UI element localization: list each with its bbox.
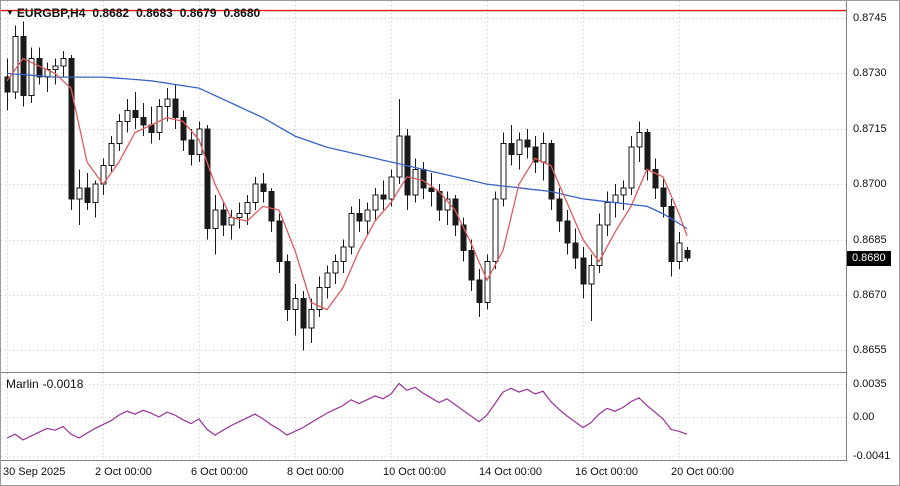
price-tick-label: 0.8700 <box>853 178 887 191</box>
chart-quote-header: ▼ EURGBP,H4 0.8682 0.8683 0.8679 0.8680 <box>6 6 260 20</box>
quote-low: 0.8679 <box>179 6 217 20</box>
indicator-tick-label: 0.00 <box>853 410 875 423</box>
quote-high: 0.8683 <box>136 6 173 20</box>
time-tick-label: 10 Oct 00:00 <box>383 466 446 478</box>
price-tick-label: 0.8655 <box>853 344 887 357</box>
time-tick-label: 20 Oct 00:00 <box>671 466 734 478</box>
indicator-label: Marlin -0.0018 <box>6 377 87 391</box>
time-tick-label: 16 Oct 00:00 <box>575 466 638 478</box>
price-tick-label: 0.8685 <box>853 233 887 246</box>
current-price-tag: 0.8680 <box>847 251 891 266</box>
time-tick-label: 2 Oct 00:00 <box>95 466 152 478</box>
price-tick-label: 0.8730 <box>853 67 887 80</box>
quote-close: 0.8680 <box>223 6 261 20</box>
chart-symbol: EURGBP,H4 <box>16 6 86 20</box>
panel-splitter[interactable] <box>1 372 899 373</box>
time-tick-label: 14 Oct 00:00 <box>479 466 542 478</box>
price-tick-label: 0.8670 <box>853 288 887 301</box>
time-tick-label: 6 Oct 00:00 <box>191 466 248 478</box>
time-tick-label: 30 Sep 2025 <box>3 466 66 478</box>
time-axis-divider <box>1 460 899 461</box>
time-axis[interactable]: 30 Sep 2025 2 Oct 00:00 6 Oct 00:00 8 Oct 0… <box>1 461 899 485</box>
symbol-dropdown-icon[interactable]: ▼ <box>6 8 14 17</box>
price-chart-canvas[interactable] <box>1 1 846 372</box>
marlin-indicator-canvas[interactable] <box>1 373 846 460</box>
quote-open: 0.8682 <box>92 6 130 20</box>
price-axis-divider <box>846 1 847 485</box>
price-tick-label: 0.8745 <box>853 11 887 24</box>
time-tick-label: 8 Oct 00:00 <box>287 466 344 478</box>
price-axis[interactable]: 0.8680 0.0035 0.00 -0.0041 0.8745 0.8730 0.8… <box>847 1 899 485</box>
indicator-name: Marlin <box>6 377 39 391</box>
indicator-tick-label: 0.0035 <box>853 377 887 390</box>
indicator-value: -0.0018 <box>42 377 84 391</box>
price-tick-label: 0.8715 <box>853 122 887 135</box>
indicator-tick-label: -0.0041 <box>853 450 891 463</box>
indicator-axis[interactable]: 0.0035 0.00 -0.0041 <box>847 373 899 463</box>
